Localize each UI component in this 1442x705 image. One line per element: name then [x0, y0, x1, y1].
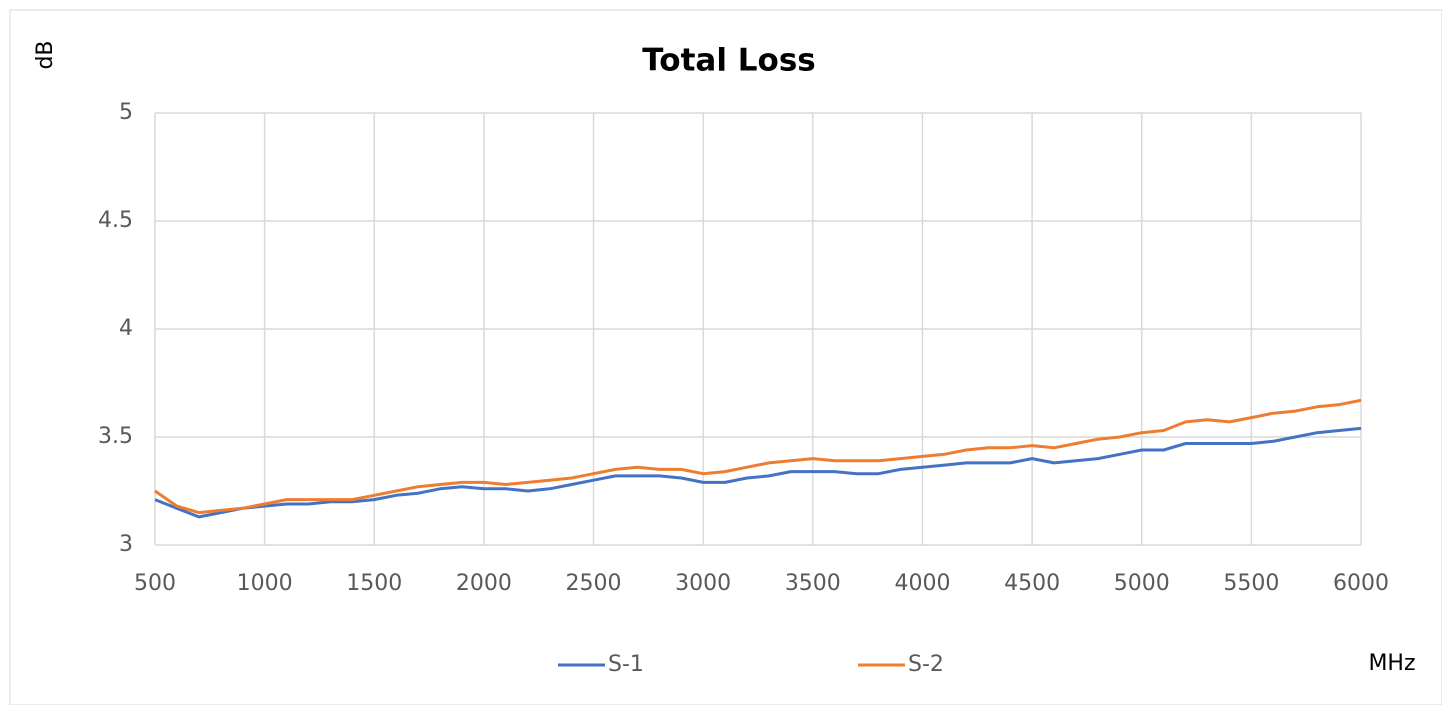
y-tick-label: 3	[119, 532, 133, 557]
x-tick-label: 2000	[456, 571, 512, 596]
x-tick-label: 3500	[785, 571, 841, 596]
y-tick-label: 3.5	[98, 424, 133, 449]
x-tick-label: 6000	[1333, 571, 1389, 596]
x-tick-label: 1000	[237, 571, 293, 596]
y-tick-label: 4.5	[98, 208, 133, 233]
series-line	[154, 426, 1362, 519]
x-tick-label: 1500	[346, 571, 402, 596]
x-axis-label: MHz	[1368, 651, 1415, 676]
x-tick-label: 4500	[1004, 571, 1060, 596]
y-tick-label: 4	[119, 316, 133, 341]
x-tick-label: 500	[134, 571, 176, 596]
series-line	[154, 398, 1362, 515]
legend-label: S-1	[608, 652, 644, 677]
x-tick-label: 4000	[894, 571, 950, 596]
x-tick-label: 3000	[675, 571, 731, 596]
y-axis-label: dB	[33, 40, 58, 69]
y-tick-label: 5	[119, 100, 133, 125]
x-tick-label: 5500	[1223, 571, 1279, 596]
legend-label: S-2	[908, 652, 944, 677]
x-tick-label: 2500	[566, 571, 622, 596]
chart-frame	[9, 9, 1442, 705]
chart-title: Total Loss	[642, 43, 815, 79]
x-tick-label: 5000	[1114, 571, 1170, 596]
